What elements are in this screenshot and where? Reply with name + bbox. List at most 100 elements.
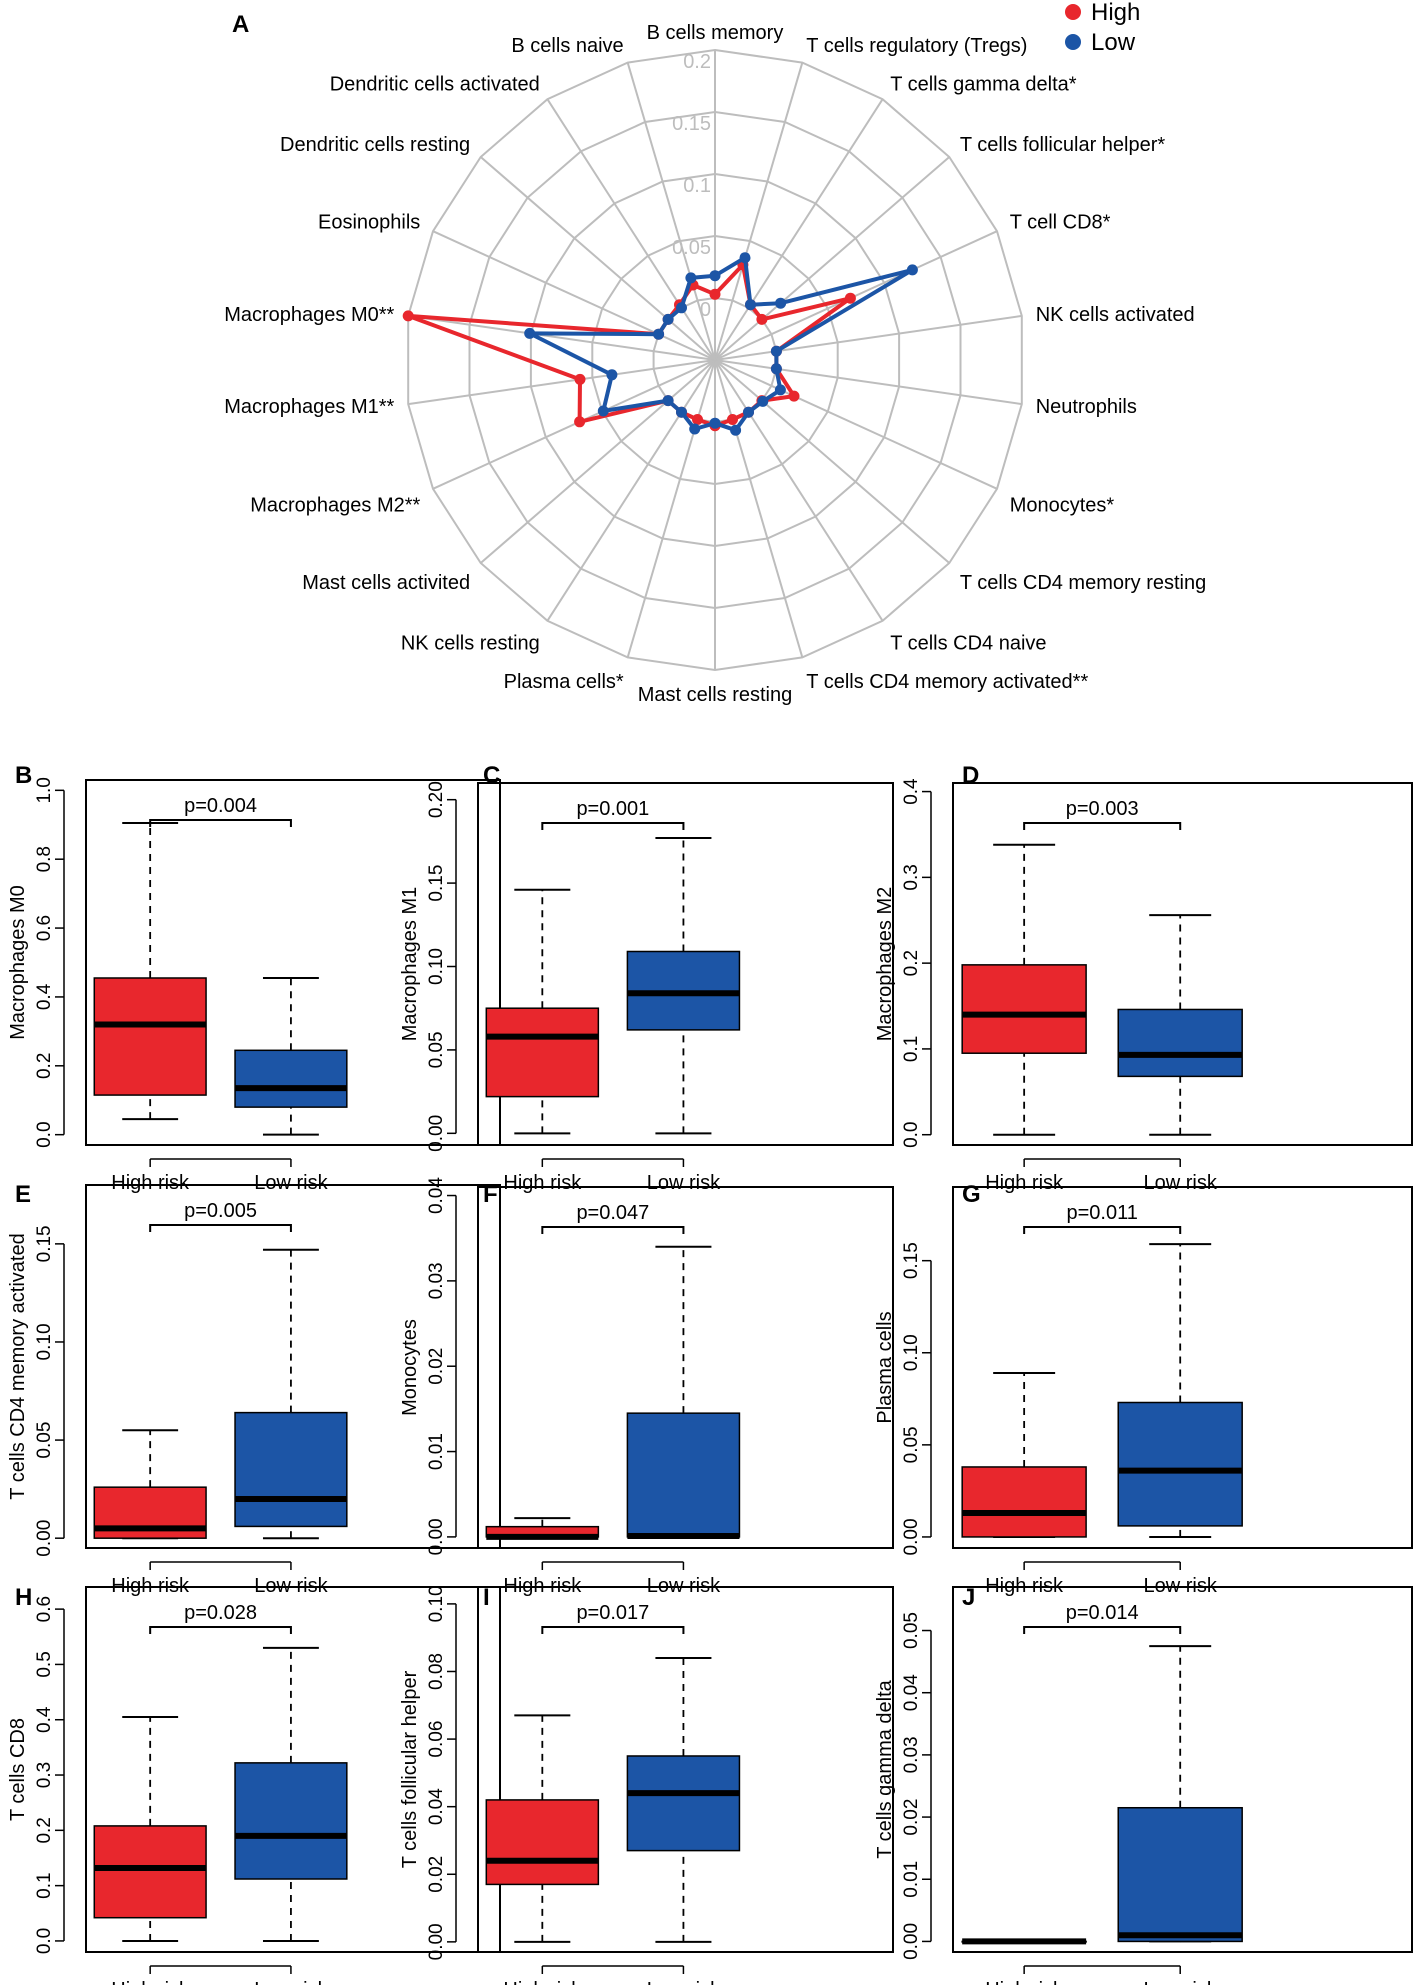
y-tick-label: 0.00 — [426, 1518, 447, 1555]
radar-category-label: Plasma cells* — [504, 671, 624, 693]
radar-point-low — [774, 384, 786, 396]
boxplot-panel-b: B 0.0 0.2 0.4 0.6 0.8 1.0 Macrophages M0 High ri… — [7, 762, 501, 1194]
y-tick-label: 0.02 — [426, 1348, 447, 1385]
radar-spoke — [480, 156, 716, 361]
y-tick-label: 0.2 — [901, 950, 922, 976]
significance-bracket — [541, 822, 685, 830]
significance-bracket — [1023, 822, 1182, 830]
radar-point-low — [662, 313, 674, 325]
y-tick-label: 0.20 — [426, 781, 447, 818]
y-tick-label: 0.05 — [426, 1031, 447, 1068]
boxplot-panel-e: E 0.00 0.05 0.10 0.15T cells CD4 memory acti… — [7, 1181, 501, 1597]
y-tick-label: 0.2 — [34, 1817, 55, 1843]
radar-point-low — [653, 328, 665, 340]
radar-category-label: Dendritic cells resting — [280, 134, 470, 156]
radar-spoke — [714, 359, 950, 564]
y-tick-label: 0.02 — [901, 1799, 922, 1836]
radar-spoke — [714, 230, 998, 361]
radar-point-low — [524, 327, 536, 339]
radar-spoke — [714, 314, 1022, 361]
radar-category-label: T cells gamma delta* — [890, 73, 1077, 95]
radar-radial-tick: 0.05 — [672, 237, 711, 259]
y-tick-label: 0.04 — [426, 1788, 447, 1825]
panel-letter-e: E — [15, 1181, 31, 1208]
radar-point-low — [597, 405, 609, 417]
radar-point-high — [788, 390, 800, 402]
y-tick-label: 0.00 — [34, 1520, 55, 1557]
y-tick-label: 0.8 — [34, 846, 55, 872]
y-tick-label: 0.02 — [426, 1856, 447, 1893]
y-tick-label: 0.1 — [34, 1872, 55, 1898]
legend-marker-low — [1065, 34, 1081, 50]
panel-letter-i: I — [483, 1584, 490, 1611]
radar-point-low — [662, 395, 674, 407]
radar-point-low — [606, 369, 618, 381]
y-tick-label: 0.4 — [34, 983, 55, 1010]
significance-bracket — [541, 1626, 685, 1634]
y-tick-label: 0.00 — [426, 1115, 447, 1152]
boxplot-panel-d: D 0.0 0.1 0.2 0.3 0.4 Macrophages M2 High risk L… — [874, 762, 1413, 1194]
y-tick-label: 0.00 — [901, 1923, 922, 1960]
y-tick-label: 0.03 — [426, 1262, 447, 1299]
y-axis-label: T cells follicular helper — [399, 1670, 421, 1868]
radar-category-label: Monocytes* — [1010, 495, 1115, 517]
legend-label-low: Low — [1091, 29, 1136, 56]
box-low-risk — [234, 1049, 348, 1108]
radar-spoke — [626, 359, 716, 658]
y-tick-label: 0.10 — [34, 1323, 55, 1360]
box-high-risk — [485, 1799, 600, 1886]
radar-point-high — [692, 414, 703, 425]
box-high-risk — [93, 977, 207, 1096]
x-tick-label: Low risk — [254, 1172, 328, 1194]
significance-bracket — [149, 819, 292, 827]
radar-category-label: T cells regulatory (Tregs) — [806, 35, 1027, 57]
y-tick-label: 0.15 — [34, 1225, 55, 1262]
radar-point-low — [757, 395, 769, 407]
x-tick-label: Low risk — [1144, 1979, 1218, 1985]
significance-bracket — [1023, 1626, 1182, 1634]
radar-point-low — [676, 302, 687, 314]
radar-point-high — [844, 292, 856, 304]
y-tick-label: 0.04 — [426, 1177, 447, 1214]
radar-point-low — [676, 406, 687, 418]
p-value-label: p=0.011 — [1066, 1202, 1137, 1224]
x-tick-label: High risk — [111, 1979, 190, 1985]
y-tick-label: 0.0 — [34, 1928, 55, 1954]
radar-point-high — [402, 310, 414, 322]
legend-marker-high — [1065, 4, 1081, 20]
y-tick-label: 0.03 — [901, 1736, 922, 1773]
y-tick-label: 0.5 — [34, 1651, 55, 1677]
y-tick-label: 0.00 — [901, 1518, 922, 1555]
radar-spoke — [714, 156, 950, 361]
radar-radial-tick: 0.15 — [672, 113, 711, 135]
significance-bracket — [149, 1626, 292, 1634]
radar-radial-tick: 0 — [700, 299, 711, 321]
boxplot-panel-c: C 0.00 0.05 0.10 0.15 0.20 Macrophages M1 High … — [399, 762, 894, 1194]
radar-point-low — [730, 424, 742, 436]
y-tick-label: 0.10 — [901, 1334, 922, 1371]
y-axis-label: Macrophages M2 — [874, 887, 896, 1042]
y-axis-label: Plasma cells — [874, 1311, 896, 1423]
y-tick-label: 0.01 — [901, 1861, 922, 1898]
box-high-risk — [485, 1007, 600, 1098]
p-value-label: p=0.017 — [576, 1602, 649, 1624]
radar-radial-tick: 0.1 — [683, 175, 711, 197]
significance-bracket — [149, 1224, 292, 1232]
x-tick-label: High risk — [985, 1172, 1064, 1194]
y-tick-label: 0.15 — [426, 865, 447, 902]
plot-frame — [952, 1586, 1413, 1953]
radar-category-label: NK cells activated — [1036, 304, 1195, 326]
radar-category-label: Neutrophils — [1036, 396, 1137, 418]
radar-point-high — [727, 414, 738, 425]
y-tick-label: 0.05 — [34, 1422, 55, 1459]
radar-spoke — [432, 359, 716, 490]
x-tick-label: Low risk — [1144, 1172, 1218, 1194]
p-value-label: p=0.003 — [1066, 798, 1139, 820]
radar-category-label: B cells memory — [647, 22, 784, 44]
y-tick-label: 0.3 — [34, 1762, 55, 1788]
boxplot-panel-j: J 0.00 0.01 0.02 0.03 0.04 0.05 T cells gamma d… — [874, 1584, 1413, 1985]
y-axis-label: T cells CD8 — [7, 1718, 29, 1821]
x-tick-label: Low risk — [647, 1979, 721, 1985]
